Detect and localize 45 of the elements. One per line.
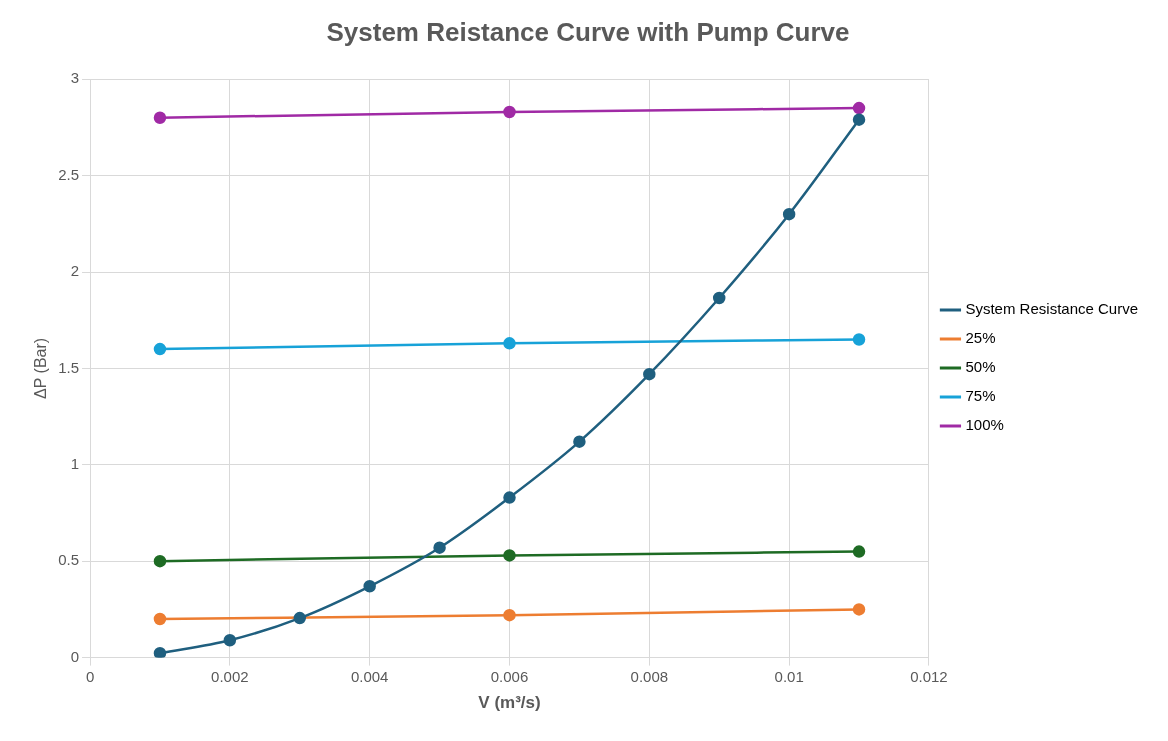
y-tick-label: 1 bbox=[70, 454, 80, 472]
y-tick-label: 3 bbox=[70, 69, 80, 87]
point bbox=[363, 580, 376, 593]
legend-label: 50% bbox=[965, 358, 996, 376]
point bbox=[852, 113, 866, 126]
x-tick-label: 0.002 bbox=[211, 667, 249, 685]
point bbox=[153, 111, 167, 125]
y-tick-label: 0.5 bbox=[58, 551, 80, 569]
point bbox=[153, 612, 167, 626]
x-tick-label: 0 bbox=[85, 667, 95, 685]
legend-label: 75% bbox=[965, 387, 996, 405]
y-tick-label: 1.5 bbox=[58, 358, 80, 376]
point bbox=[153, 342, 167, 356]
point bbox=[153, 646, 167, 658]
point bbox=[852, 333, 866, 346]
point bbox=[153, 554, 167, 568]
x-tick-label: 0.006 bbox=[490, 667, 529, 685]
x-tick-label: 0.004 bbox=[350, 667, 389, 685]
x-tick-label: 0.01 bbox=[774, 667, 804, 685]
chart-title: System Reistance Curve with Pump Curve bbox=[326, 16, 850, 47]
point bbox=[503, 608, 516, 622]
point bbox=[503, 337, 516, 350]
point bbox=[503, 105, 516, 119]
point bbox=[852, 545, 866, 558]
point bbox=[712, 291, 726, 305]
legend-label: System Resistance Curve bbox=[965, 300, 1138, 318]
x-axis-title: V (m³/s) bbox=[478, 693, 541, 713]
x-tick-label: 0.008 bbox=[630, 667, 669, 685]
point bbox=[223, 634, 237, 647]
y-tick-label: 2.5 bbox=[58, 165, 80, 183]
point bbox=[293, 611, 307, 625]
point bbox=[852, 603, 866, 616]
point bbox=[782, 207, 796, 221]
point bbox=[573, 435, 586, 448]
point bbox=[433, 541, 446, 554]
y-tick-label: 0 bbox=[70, 647, 80, 665]
point bbox=[643, 367, 656, 381]
y-tick-label: 2 bbox=[70, 262, 80, 280]
legend-label: 25% bbox=[965, 329, 996, 347]
point bbox=[503, 491, 516, 504]
x-tick-label: 0.012 bbox=[910, 667, 948, 685]
point bbox=[852, 101, 866, 115]
point bbox=[503, 549, 516, 562]
y-axis-title: ΔP (Bar) bbox=[32, 337, 50, 399]
legend-label: 100% bbox=[965, 416, 1004, 434]
